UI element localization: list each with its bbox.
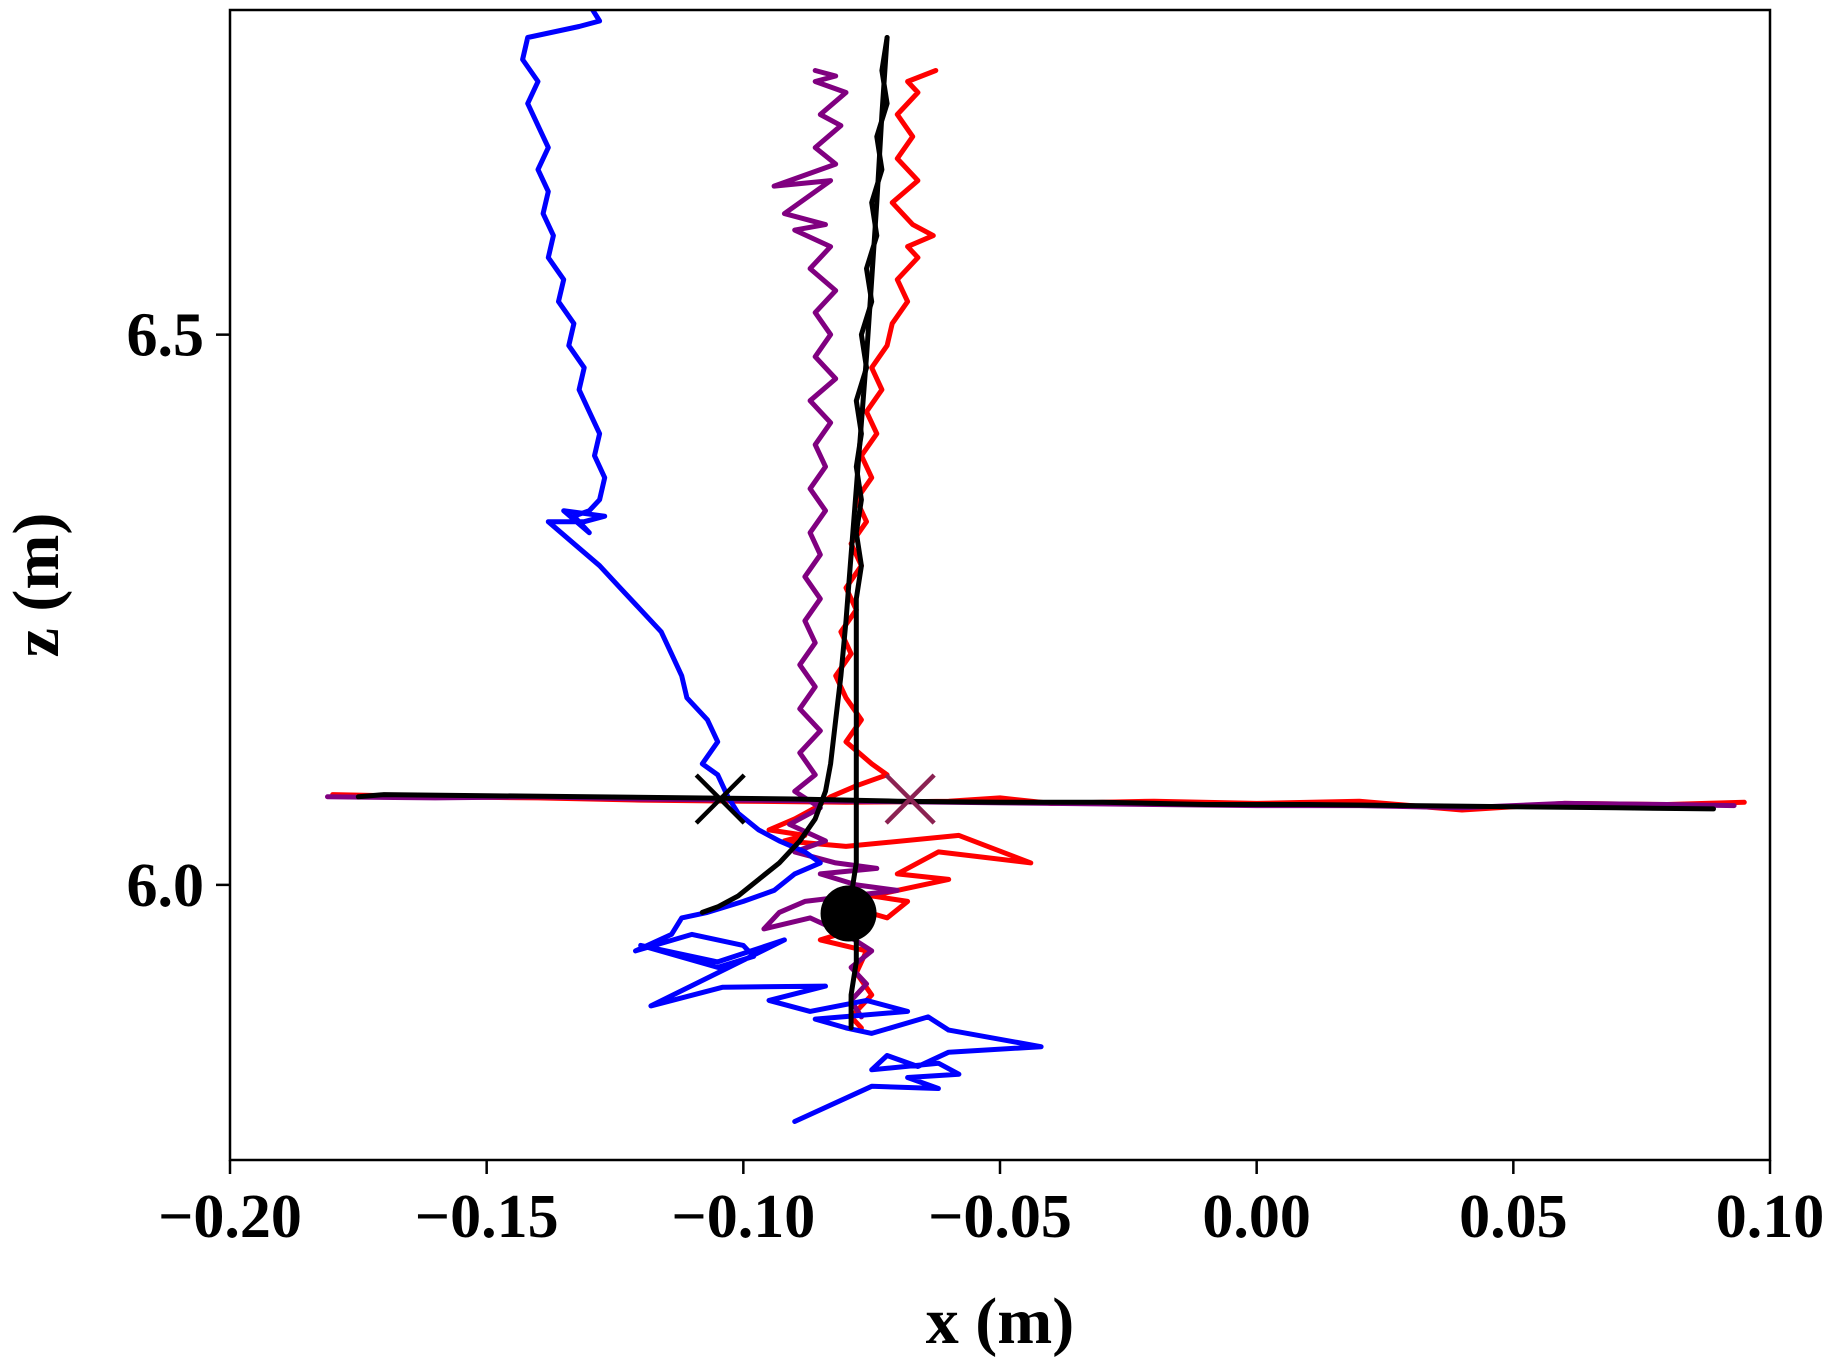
y-ticks: 6.0 6.5: [127, 302, 230, 920]
x-tick-label: −0.10: [671, 1183, 815, 1251]
series-layer: [325, 10, 1747, 1124]
cross-marker-1: [884, 773, 936, 825]
x-axis-label: x (m): [926, 1285, 1074, 1357]
x-tick-label: 0.05: [1459, 1183, 1568, 1251]
x-tick-label: −0.15: [415, 1183, 559, 1251]
plot-frame: [228, 8, 1772, 1162]
x-ticks: −0.20 −0.15 −0.10 −0.05 0.00 0.05 0.10: [158, 1160, 1824, 1251]
series-line-6: [699, 35, 890, 915]
y-tick-label: 6.0: [127, 852, 205, 920]
cross-marker-0: [694, 773, 746, 825]
series-line-4: [520, 10, 1044, 1124]
y-axis-label: z (m): [0, 513, 73, 658]
x-tick-label: −0.05: [928, 1183, 1072, 1251]
y-tick-label: 6.5: [127, 302, 205, 370]
x-tick-label: −0.20: [158, 1183, 302, 1251]
series-line-5: [848, 35, 890, 1031]
series-line-7: [355, 792, 1716, 812]
series-line-0: [766, 68, 1034, 1031]
x-tick-label: 0.10: [1716, 1183, 1825, 1251]
x-tick-label: 0.00: [1202, 1183, 1311, 1251]
marker-layer: [694, 773, 936, 942]
start-dot-marker: [820, 885, 877, 942]
